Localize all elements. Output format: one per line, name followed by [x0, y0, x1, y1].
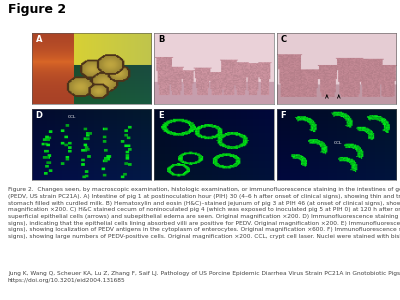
Text: F: F — [280, 111, 286, 120]
Text: Jung K, Wang Q, Scheuer KA, Lu Z, Zhang F, Saif LJ. Pathology of US Porcine Epid: Jung K, Wang Q, Scheuer KA, Lu Z, Zhang … — [8, 271, 400, 283]
Text: Figure 2.  Changes seen, by macroscopic examination, histologic examination, or : Figure 2. Changes seen, by macroscopic e… — [8, 188, 400, 239]
Text: B: B — [158, 35, 164, 44]
Text: CCL: CCL — [68, 115, 76, 119]
Text: D: D — [36, 111, 42, 120]
Text: C: C — [280, 35, 286, 44]
Text: Figure 2: Figure 2 — [8, 3, 66, 16]
Text: A: A — [36, 35, 42, 44]
Text: E: E — [158, 111, 164, 120]
Text: CCL: CCL — [334, 141, 342, 145]
